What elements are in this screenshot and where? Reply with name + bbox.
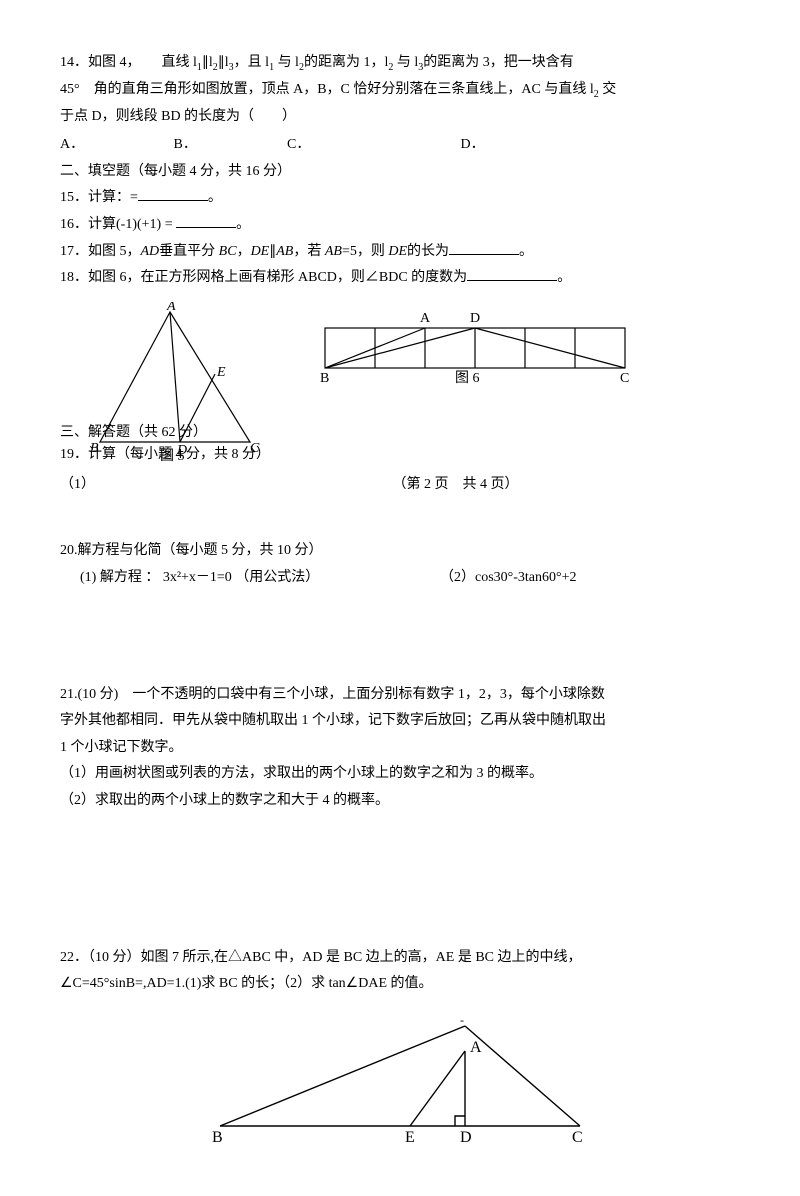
q21-p1: （1）用画树状图或列表的方法，求取出的两个小球上的数字之和为 3 的概率。 <box>60 761 740 788</box>
q14-a: 14．如图 4， 直线 l <box>60 55 197 70</box>
q14-g: 与 l <box>393 55 418 70</box>
q15-blank <box>138 186 208 201</box>
q19: 19．计算（每小题 4 分，共 8 分） <box>60 442 270 469</box>
figure5: A B C D E 图 5 三、解答题（共 62 分） 19．计算（每小题 4 … <box>60 302 280 462</box>
section2-heading: 二、填空题（每小题 4 分，共 16 分） <box>60 159 740 186</box>
svg-text:-: - <box>460 1016 464 1027</box>
q14-e: 与 l <box>274 55 299 70</box>
q22-l1: 22．（10 分）如图 7 所示,在△ABC 中，AD 是 BC 边上的高，AE… <box>60 945 740 972</box>
fig6-cap: 图 6 <box>455 371 480 386</box>
q14-opt-c: C． <box>287 132 457 159</box>
q18-blank <box>467 266 557 281</box>
q15-a: 15．计算：= <box>60 190 138 205</box>
q16: 16．计算(-1)(+1) = 。 <box>60 212 740 239</box>
spacer2 <box>60 592 740 682</box>
figure6-svg: A D B C 图 6 <box>320 308 630 388</box>
q17-it3: DE <box>251 244 270 259</box>
fig6-B: B <box>320 371 329 386</box>
q21-l1: 21.(10 分) 一个不透明的口袋中有三个小球，上面分别标有数字 1，2，3，… <box>60 682 740 709</box>
q16-b: 。 <box>236 217 250 232</box>
q14-l2b: 交 <box>599 82 617 97</box>
fig5-A: A <box>166 302 176 314</box>
page-footer: （第 2 页 共 4 页） <box>99 472 519 499</box>
q21-p2: （2）求取出的两个小球上的数字之和大于 4 的概率。 <box>60 788 740 815</box>
spacer1 <box>60 498 740 538</box>
q14-line2: 45° 角的直角三角形如图放置，顶点 A，B，C 恰好分别落在三条直线上，AC … <box>60 77 740 104</box>
q16-a: 16．计算(-1)(+1) = <box>60 217 176 232</box>
q14-l2a: 45° 角的直角三角形如图放置，顶点 A，B，C 恰好分别落在三条直线上，AC … <box>60 82 594 97</box>
q18: 18．如图 6，在正方形网格上画有梯形 ABCD，则∠BDC 的度数为 。 <box>60 265 740 292</box>
q17-e: ，若 <box>293 244 325 259</box>
q20-sub: (1) 解方程 ： 3x²+x－1=0 （用公式法） （2）cos30°-3ta… <box>60 565 740 592</box>
q17-it1: AD <box>141 244 160 259</box>
q15-b: 。 <box>208 190 222 205</box>
figures-row: A B C D E 图 5 三、解答题（共 62 分） 19．计算（每小题 4 … <box>60 302 740 462</box>
q14-h: 的距离为 3，把一块含有 <box>423 55 574 70</box>
q20-2: （2）cos30°-3tan60°+2 <box>440 565 577 592</box>
q22-l2: ∠C=45°sinB=,AD=1.(1)求 BC 的长；（2）求 tan∠DAE… <box>60 971 740 998</box>
q16-blank <box>176 213 236 228</box>
q14-line3: 于点 D，则线段 BD 的长度为（ ） <box>60 104 740 131</box>
figure7-svg: A B C D E - <box>210 1016 590 1146</box>
q17-it5: AB <box>325 244 342 259</box>
q18-b: 。 <box>557 270 571 285</box>
q17: 17．如图 5，AD垂直平分 BC，DE∥AB，若 AB=5，则 DE的长为。 <box>60 239 740 266</box>
q14-options: A． B． C． D． <box>60 132 740 159</box>
figure7: A B C D E - <box>60 1016 740 1157</box>
q21-l2: 字外其他都相同．甲先从袋中随机取出 1 个小球，记下数字后放回；乙再从袋中随机取… <box>60 708 740 735</box>
fig5-E: E <box>216 365 226 380</box>
fig7-E: E <box>405 1129 415 1146</box>
q14-opt-b: B． <box>174 132 284 159</box>
fig6-C: C <box>620 371 629 386</box>
exam-page: 14．如图 4， 直线 l1∥l2∥l3，且 l1 与 l2的距离为 1，l2 … <box>0 0 800 1196</box>
q14-line1: 14．如图 4， 直线 l1∥l2∥l3，且 l1 与 l2的距离为 1，l2 … <box>60 50 740 77</box>
q17-a: 17．如图 5， <box>60 244 141 259</box>
fig6-D: D <box>470 311 480 326</box>
q17-it4: AB <box>276 244 293 259</box>
q14-c: ∥l <box>218 55 229 70</box>
q14-b: ∥l <box>202 55 213 70</box>
q17-b: 垂直平分 <box>159 244 219 259</box>
q17-f: =5，则 <box>342 244 388 259</box>
spacer3 <box>60 815 740 945</box>
q19-1-row: （1） （第 2 页 共 4 页） <box>60 466 740 499</box>
figure6: A D B C 图 6 <box>320 302 630 388</box>
q17-it2: BC <box>219 244 237 259</box>
q15: 15．计算：= 。 <box>60 185 740 212</box>
fig7-B: B <box>212 1129 223 1146</box>
q14-opt-a: A． <box>60 132 170 159</box>
fig7-C: C <box>572 1129 583 1146</box>
q17-c: ， <box>237 244 251 259</box>
q21-l3: 1 个小球记下数字。 <box>60 735 740 762</box>
q17-g: 的长为 <box>407 244 449 259</box>
q17-end: 。 <box>519 244 533 259</box>
q19-1: （1） <box>60 477 95 492</box>
fig7-D: D <box>460 1129 472 1146</box>
q17-blank <box>449 240 519 255</box>
q18-a: 18．如图 6，在正方形网格上画有梯形 ABCD，则∠BDC 的度数为 <box>60 270 467 285</box>
q14-d: ，且 l <box>234 55 269 70</box>
fig6-A: A <box>420 311 431 326</box>
q17-it6: DE <box>388 244 407 259</box>
fig7-A: A <box>470 1039 482 1056</box>
q14-f: 的距离为 1，l <box>304 55 388 70</box>
q14-opt-d: D． <box>461 132 561 159</box>
q20: 20.解方程与化简（每小题 5 分，共 10 分） <box>60 538 740 565</box>
q20-1: (1) 解方程 ： 3x²+x－1=0 （用公式法） <box>80 565 440 592</box>
